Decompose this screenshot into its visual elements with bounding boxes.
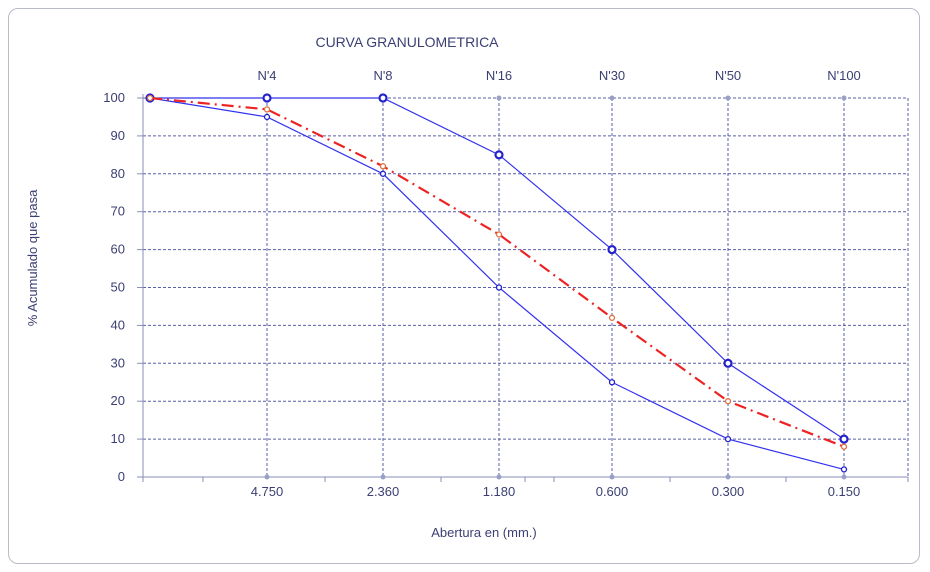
point-lower_limit-4: [608, 379, 616, 386]
y-tick-label-50: 50: [111, 280, 125, 295]
y-tick-label-20: 20: [111, 393, 125, 408]
point-sample-2: [379, 163, 387, 170]
x-tick-label-3: 0.600: [596, 484, 629, 499]
y-axis-label: % Acumulado que pasa: [25, 189, 40, 326]
series-line-sample: [149, 96, 845, 448]
series: [145, 93, 849, 473]
y-tick-label-0: 0: [118, 469, 125, 484]
y-tick-label-70: 70: [111, 204, 125, 219]
y-tick-label-40: 40: [111, 317, 125, 332]
top-tick-label-3: N'30: [599, 68, 625, 83]
top-tick-label-2: N'16: [486, 68, 512, 83]
x-axis-label: Abertura en (mm.): [431, 525, 536, 540]
point-lower_limit-1: [263, 113, 271, 121]
top-axis-dot-6: [841, 95, 847, 101]
y-tick-label-90: 90: [111, 128, 125, 143]
point-upper_limit-3: [494, 150, 504, 160]
top-axis-dot-5: [725, 95, 731, 101]
y-tick-label-10: 10: [111, 431, 125, 446]
bottom-axis-dot-4: [609, 474, 615, 480]
bottom-axis-dot-1: [264, 474, 270, 480]
top-tick-label-4: N'50: [715, 68, 741, 83]
x-tick-label-4: 0.300: [712, 484, 745, 499]
top-axis-dot-4: [609, 95, 615, 101]
y-tick-label-100: 100: [103, 90, 125, 105]
point-upper_limit-6: [839, 434, 849, 444]
series-line-upper_limit: [150, 97, 845, 440]
point-lower_limit-6: [840, 466, 848, 473]
point-sample-5: [724, 398, 732, 405]
x-tick-label-2: 1.180: [483, 484, 516, 499]
bottom-axis-dot-5: [725, 474, 731, 480]
bottom-axis-dot-6: [841, 474, 847, 480]
top-tick-label-1: N'8: [373, 68, 392, 83]
x-tick-label-1: 2.360: [367, 484, 400, 499]
point-sample-1: [263, 106, 271, 113]
y-tick-label-30: 30: [111, 355, 125, 370]
top-axis-dot-3: [496, 95, 502, 101]
chart-panel: [8, 8, 920, 564]
chart-title: CURVA GRANULOMETRICA: [315, 34, 499, 50]
x-tick-label-0: 4.750: [251, 484, 284, 499]
top-tick-label-5: N'100: [827, 68, 861, 83]
point-lower_limit-3: [495, 284, 503, 291]
tick-labels: 0 10 20 30 40 50 60 70 80 90 100 4.750 2.360 1.180 0.6…: [103, 68, 860, 499]
y-tick-label-60: 60: [111, 242, 125, 257]
point-sample-0: [146, 94, 154, 102]
top-tick-label-0: N'4: [257, 68, 276, 83]
point-sample-3: [495, 231, 503, 238]
point-sample-4: [608, 314, 616, 321]
point-sample-6: [840, 443, 848, 450]
bottom-axis-dot-3: [496, 474, 502, 480]
point-upper_limit-5: [723, 358, 733, 368]
y-tick-label-80: 80: [111, 166, 125, 181]
point-lower_limit-5: [724, 435, 732, 443]
point-lower_limit-2: [379, 170, 387, 177]
point-upper_limit-2: [378, 93, 388, 103]
grid: [143, 97, 909, 477]
axes: [137, 94, 909, 482]
x-tick-label-5: 0.150: [828, 484, 861, 499]
point-upper_limit-4: [607, 245, 617, 255]
bottom-axis-dot-2: [380, 474, 386, 480]
point-upper_limit-1: [262, 93, 272, 103]
